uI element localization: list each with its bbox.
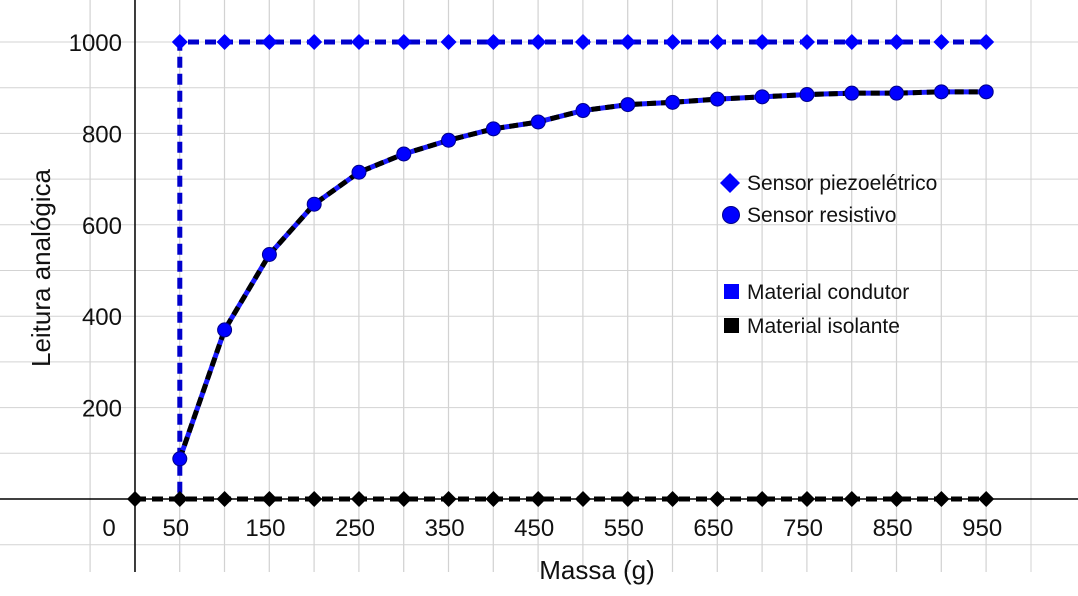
legend-item-insulator: Material isolante — [747, 315, 900, 338]
x-tick-label: 450 — [514, 515, 554, 542]
legend-item-conductor: Material condutor — [747, 281, 909, 304]
data-point-diamond — [619, 34, 636, 50]
data-point-diamond — [709, 491, 726, 507]
data-point-diamond — [306, 491, 323, 507]
series-piezo-conductor — [135, 34, 995, 502]
data-point-diamond — [978, 491, 995, 507]
data-point-circle — [530, 114, 546, 130]
x-tick-label: 150 — [245, 515, 285, 542]
series-layer — [127, 34, 995, 507]
data-point-diamond — [485, 491, 502, 507]
data-point-circle — [844, 85, 860, 101]
legend-circle-marker — [722, 206, 740, 224]
series-resistive — [172, 84, 994, 467]
data-point-circle — [261, 247, 277, 263]
data-point-diamond — [351, 34, 367, 50]
x-tick-label: 0 — [102, 515, 115, 542]
series-piezo-insulator — [127, 491, 995, 507]
data-point-diamond — [216, 491, 233, 507]
legend-item-piezo: Sensor piezoelétrico — [747, 172, 937, 195]
data-point-diamond — [709, 34, 726, 50]
legend: Sensor piezoelétrico Sensor resistivo Ma… — [720, 172, 937, 338]
data-point-diamond — [754, 34, 771, 50]
data-point-diamond — [888, 491, 905, 507]
data-point-diamond — [619, 491, 636, 507]
data-point-diamond — [575, 34, 591, 50]
data-point-diamond — [530, 34, 547, 50]
data-point-circle — [978, 84, 994, 100]
data-point-circle — [709, 91, 725, 107]
data-point-diamond — [843, 34, 860, 50]
legend-square-insulator — [724, 318, 739, 333]
data-point-circle — [396, 146, 412, 162]
data-point-diamond — [395, 491, 412, 507]
x-tick-label: 950 — [962, 515, 1002, 542]
x-tick-label: 350 — [425, 515, 465, 542]
data-point-diamond — [978, 34, 995, 50]
data-point-diamond — [351, 491, 367, 507]
legend-diamond-marker — [720, 173, 740, 193]
data-point-circle — [351, 164, 367, 180]
data-point-diamond — [933, 34, 950, 50]
data-point-circle — [933, 84, 949, 100]
data-point-diamond — [799, 491, 815, 507]
y-tick-label: 1000 — [69, 30, 122, 57]
data-point-diamond — [485, 34, 502, 50]
data-point-circle — [306, 196, 322, 212]
data-point-circle — [754, 89, 770, 105]
data-point-diamond — [575, 491, 591, 507]
data-point-diamond — [664, 34, 681, 50]
x-tick-label: 50 — [162, 515, 189, 542]
data-point-diamond — [799, 34, 815, 50]
data-point-diamond — [261, 491, 278, 507]
data-point-diamond — [395, 34, 412, 50]
data-point-circle — [575, 103, 591, 119]
data-point-circle — [889, 85, 905, 101]
x-tick-label: 650 — [693, 515, 733, 542]
axes — [0, 0, 1078, 572]
legend-square-conductor — [724, 284, 739, 299]
data-point-diamond — [261, 34, 278, 50]
data-point-circle — [799, 87, 815, 103]
x-tick-label: 550 — [604, 515, 644, 542]
data-point-diamond — [306, 34, 323, 50]
data-point-diamond — [664, 491, 681, 507]
data-point-circle — [485, 121, 501, 137]
data-point-circle — [217, 322, 233, 338]
legend-item-resistive: Sensor resistivo — [747, 204, 896, 227]
data-point-circle — [620, 97, 636, 113]
x-tick-labels: 0 50 150 250 350 450 550 650 750 850 950 — [102, 515, 1002, 542]
data-point-diamond — [127, 491, 143, 507]
data-point-diamond — [440, 34, 457, 50]
data-point-diamond — [933, 491, 950, 507]
x-axis-label: Massa (g) — [539, 555, 655, 585]
y-tick-labels: 200 400 600 800 1000 — [69, 30, 122, 423]
data-point-diamond — [216, 34, 233, 50]
data-point-diamond — [754, 491, 771, 507]
y-tick-label: 800 — [82, 121, 122, 148]
grid-lines — [0, 0, 1078, 572]
data-point-circle — [665, 94, 681, 110]
data-point-diamond — [440, 491, 457, 507]
data-point-diamond — [843, 491, 860, 507]
x-tick-label: 750 — [783, 515, 823, 542]
data-point-circle — [172, 451, 188, 467]
data-point-diamond — [530, 491, 547, 507]
data-point-diamond — [888, 34, 905, 50]
y-tick-label: 400 — [82, 304, 122, 331]
data-point-diamond — [171, 491, 188, 507]
data-point-circle — [441, 132, 457, 148]
y-tick-label: 200 — [82, 396, 122, 423]
y-tick-label: 600 — [82, 213, 122, 240]
data-point-diamond — [171, 34, 188, 50]
y-axis-label: Leitura analógica — [26, 168, 56, 367]
x-tick-label: 250 — [335, 515, 375, 542]
x-tick-label: 850 — [873, 515, 913, 542]
